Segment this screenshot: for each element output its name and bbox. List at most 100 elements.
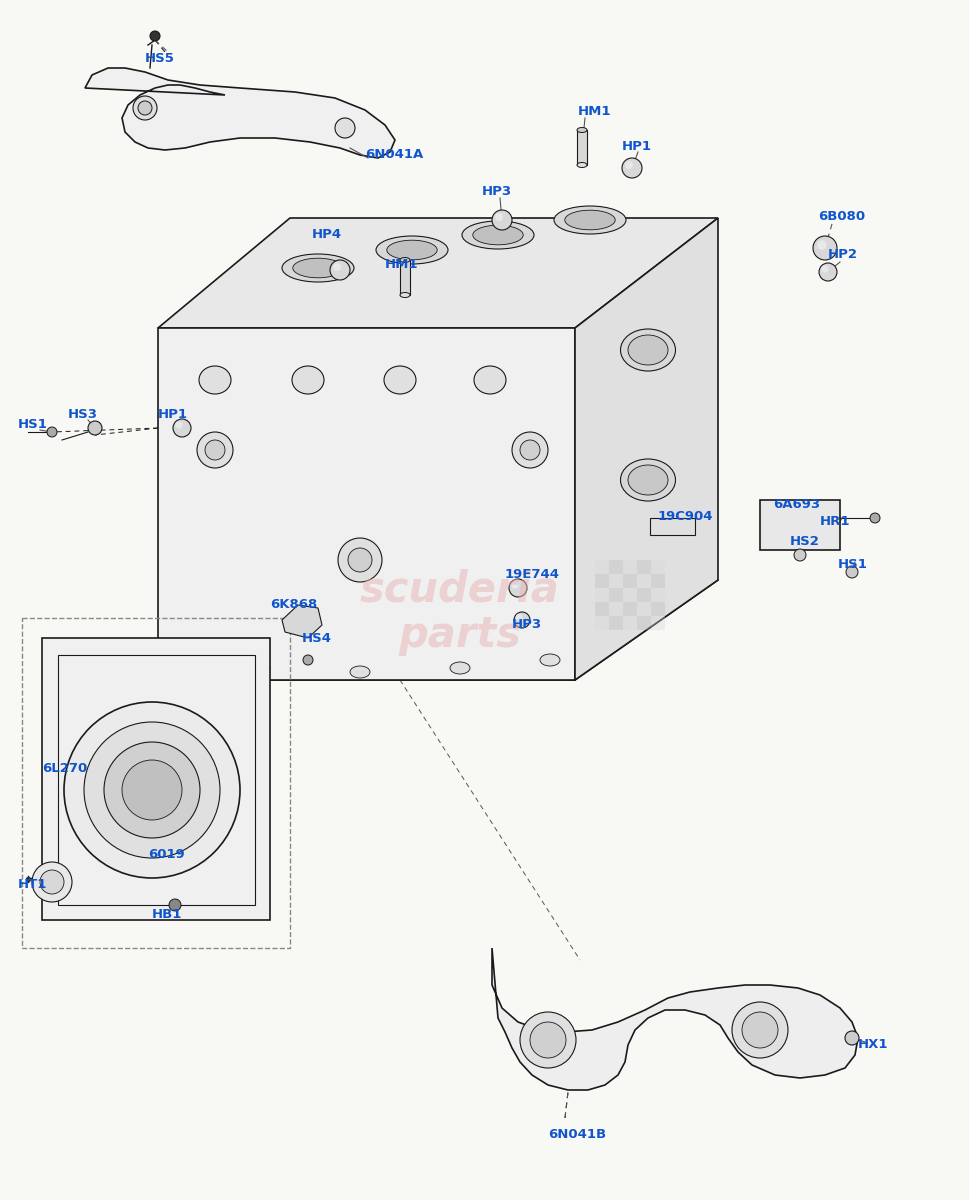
Polygon shape (42, 638, 269, 920)
Bar (609, 616, 622, 630)
Ellipse shape (627, 464, 668, 494)
Ellipse shape (387, 240, 437, 260)
Circle shape (32, 862, 72, 902)
Bar (637, 574, 650, 588)
Text: HP4: HP4 (312, 228, 342, 241)
Ellipse shape (627, 335, 668, 365)
Text: HS1: HS1 (837, 558, 867, 571)
Polygon shape (158, 218, 717, 328)
Bar (637, 616, 650, 630)
Circle shape (741, 1012, 777, 1048)
Circle shape (818, 263, 836, 281)
Text: HT1: HT1 (18, 878, 47, 890)
Ellipse shape (350, 666, 369, 678)
Circle shape (514, 612, 529, 628)
Bar (637, 560, 650, 574)
Bar (650, 616, 665, 630)
Text: 6L270: 6L270 (42, 762, 87, 775)
Bar (622, 602, 637, 616)
Ellipse shape (577, 127, 586, 132)
Circle shape (491, 210, 512, 230)
Circle shape (816, 240, 826, 250)
Circle shape (172, 419, 191, 437)
Text: HS4: HS4 (301, 632, 331, 646)
Text: scuderia: scuderia (359, 569, 559, 611)
Bar (650, 574, 665, 588)
Ellipse shape (384, 366, 416, 394)
Bar (650, 560, 665, 574)
Ellipse shape (293, 258, 343, 278)
Circle shape (302, 655, 313, 665)
Circle shape (794, 550, 805, 560)
Circle shape (509, 578, 526, 596)
Bar (22, 618, 290, 948)
Circle shape (175, 421, 182, 428)
Text: HM1: HM1 (385, 258, 418, 271)
Text: HS3: HS3 (68, 408, 98, 421)
Text: HS5: HS5 (144, 52, 174, 65)
Circle shape (138, 101, 152, 115)
Bar (622, 560, 637, 574)
Ellipse shape (620, 458, 674, 502)
Circle shape (150, 31, 160, 41)
Circle shape (64, 702, 239, 878)
Polygon shape (158, 328, 575, 680)
Text: HP3: HP3 (482, 185, 512, 198)
Bar (609, 560, 622, 574)
Ellipse shape (553, 206, 625, 234)
Ellipse shape (250, 662, 269, 674)
Text: HP1: HP1 (158, 408, 188, 421)
Circle shape (519, 440, 540, 460)
Ellipse shape (540, 654, 559, 666)
Bar (637, 588, 650, 602)
Circle shape (621, 158, 641, 178)
Ellipse shape (564, 210, 614, 230)
Text: HS2: HS2 (789, 535, 819, 548)
Polygon shape (760, 500, 839, 550)
Polygon shape (491, 948, 858, 1090)
Polygon shape (282, 605, 322, 638)
Text: HR1: HR1 (819, 515, 850, 528)
Ellipse shape (474, 366, 506, 394)
Circle shape (732, 1002, 787, 1058)
Bar (594, 616, 609, 630)
Ellipse shape (399, 293, 410, 298)
Polygon shape (399, 260, 410, 295)
Bar (609, 574, 622, 588)
Circle shape (845, 566, 858, 578)
Circle shape (348, 548, 372, 572)
Ellipse shape (620, 329, 674, 371)
Text: 6019: 6019 (148, 848, 184, 862)
Circle shape (332, 263, 341, 271)
Text: 19C904: 19C904 (657, 510, 713, 523)
Polygon shape (575, 218, 717, 680)
Polygon shape (85, 68, 394, 158)
Circle shape (516, 613, 521, 620)
Circle shape (337, 538, 382, 582)
Bar (609, 588, 622, 602)
Ellipse shape (174, 654, 195, 666)
Bar (650, 588, 665, 602)
Bar (594, 574, 609, 588)
Circle shape (511, 581, 518, 588)
Circle shape (812, 236, 836, 260)
Circle shape (529, 1022, 566, 1058)
Polygon shape (577, 130, 586, 164)
Text: 6K868: 6K868 (269, 598, 317, 611)
Bar (622, 616, 637, 630)
Polygon shape (649, 518, 694, 535)
Ellipse shape (292, 366, 324, 394)
Circle shape (47, 427, 57, 437)
Text: parts: parts (398, 614, 521, 656)
Text: 6B080: 6B080 (817, 210, 864, 223)
Text: HX1: HX1 (858, 1038, 888, 1051)
Circle shape (512, 432, 547, 468)
Circle shape (84, 722, 220, 858)
Text: HB1: HB1 (152, 908, 182, 922)
Ellipse shape (461, 221, 534, 248)
Circle shape (40, 870, 64, 894)
Bar (594, 588, 609, 602)
Circle shape (133, 96, 157, 120)
Circle shape (169, 899, 181, 911)
Ellipse shape (199, 366, 231, 394)
